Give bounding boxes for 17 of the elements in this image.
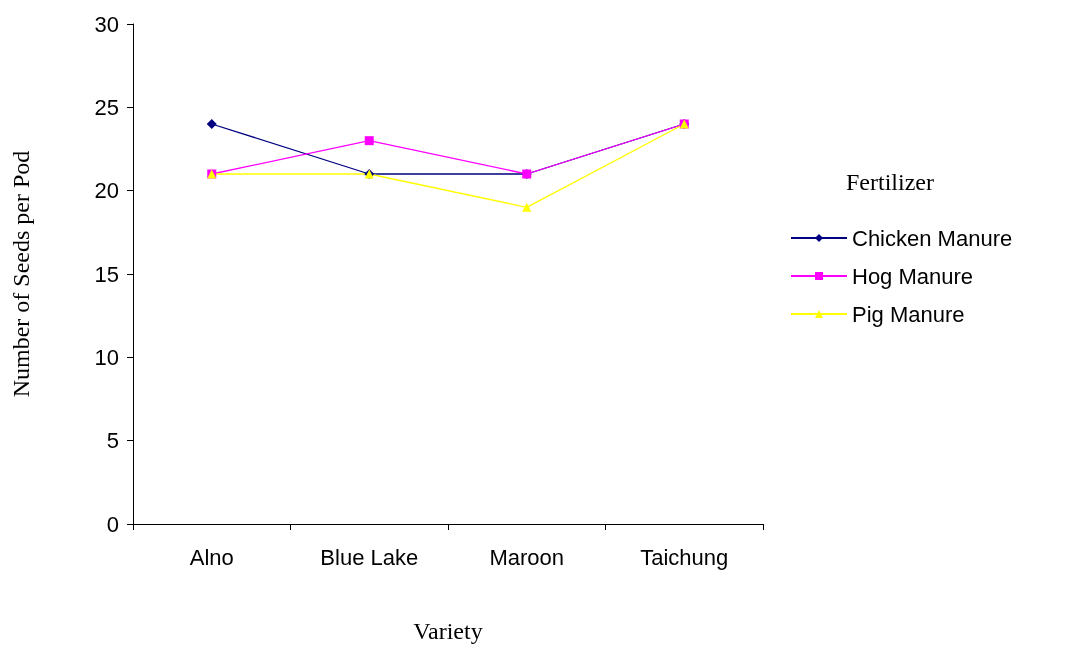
legend-title: Fertilizer <box>846 169 934 195</box>
x-tick-label: Taichung <box>640 544 729 570</box>
legend-label: Pig Manure <box>852 301 965 327</box>
legend-label: Chicken Manure <box>852 225 1013 251</box>
y-tick-label: 30 <box>94 11 119 37</box>
y-axis-title: Number of Seeds per Pod <box>8 150 34 398</box>
y-tick-label: 5 <box>106 428 119 454</box>
x-tick-label: Blue Lake <box>320 544 419 570</box>
y-tick-label: 0 <box>106 511 119 537</box>
y-tick-label: 15 <box>94 261 119 287</box>
x-tick-label: Alno <box>189 544 234 570</box>
x-axis-title: Variety <box>413 618 483 644</box>
y-tick-label: 10 <box>94 344 119 370</box>
legend-label: Hog Manure <box>852 263 974 289</box>
y-tick-label: 20 <box>94 178 119 204</box>
y-tick-label: 25 <box>94 94 119 120</box>
x-tick-label: Maroon <box>489 544 565 570</box>
